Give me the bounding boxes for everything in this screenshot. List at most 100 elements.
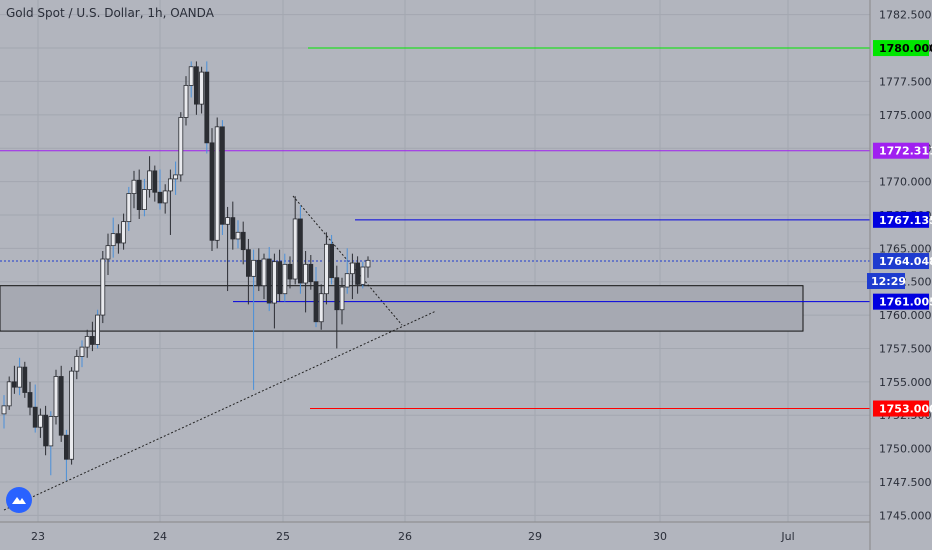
candle-body-16 (84, 336, 90, 348)
price-tag-0: 1780.000 (879, 42, 932, 55)
candle-body-3 (17, 366, 23, 388)
candle-body-34 (178, 117, 184, 176)
candle-body-27 (141, 189, 147, 211)
y-tick-label-11: 1755.000 (879, 376, 932, 389)
price-tag-bg-3 (873, 253, 929, 270)
candle-body-39 (204, 71, 210, 144)
candle-body-35 (183, 85, 189, 118)
x-tick-label-2: 25 (276, 530, 290, 543)
price-tag-bg-4 (873, 293, 929, 310)
candle-body-5 (27, 392, 33, 408)
y-tick-label-9: 1760.000 (879, 309, 932, 322)
candle-body-4 (22, 366, 28, 393)
price-tag-5: 1753.000 (879, 403, 932, 416)
candle-body-32 (167, 178, 173, 192)
y-tick-label-3: 1775.000 (879, 109, 932, 122)
tradingview-logo-icon (6, 487, 32, 513)
candle-body-57 (297, 218, 303, 284)
candle-body-41 (214, 126, 220, 241)
candle-body-46 (240, 231, 246, 251)
price-tag-bg-2 (873, 211, 929, 228)
candle-body-51 (266, 258, 272, 304)
candle-body-14 (74, 356, 80, 372)
x-tick-label-6: Jul (780, 530, 794, 543)
y-tick-label-13: 1750.000 (879, 443, 932, 456)
candle-body-37 (193, 66, 199, 105)
x-tick-label-4: 29 (528, 530, 542, 543)
y-tick-label-15: 1745.000 (879, 509, 932, 522)
candle-body-38 (199, 71, 205, 105)
x-tick-label-1: 24 (153, 530, 167, 543)
candle-body-66 (344, 273, 350, 288)
chart-title: Gold Spot / U.S. Dollar, 1h, OANDA (6, 6, 214, 20)
candle-body-47 (245, 249, 251, 277)
price-tag-4: 1761.005 (879, 296, 932, 309)
candle-body-29 (152, 170, 158, 193)
y-tick-label-0: 1782.500 (879, 9, 932, 22)
candle-body-67 (349, 262, 355, 275)
candle-body-2 (11, 381, 17, 388)
candle-body-24 (126, 193, 132, 223)
y-tick-label-5: 1770.000 (879, 176, 932, 189)
candle-body-63 (329, 243, 335, 279)
price-tag-bg-0 (873, 40, 929, 57)
candle-body-25 (131, 179, 137, 194)
candle-body-23 (121, 221, 126, 244)
candle-body-50 (261, 258, 267, 287)
candle-body-53 (277, 261, 283, 295)
candle-body-28 (147, 170, 153, 190)
candle-body-48 (251, 259, 257, 277)
candle-body-49 (256, 259, 262, 287)
candle-body-17 (90, 336, 95, 345)
candle-body-59 (308, 263, 314, 283)
x-tick-label-0: 23 (31, 530, 45, 543)
candle-body-31 (162, 190, 168, 204)
candle-body-20 (105, 245, 111, 260)
candle-body-33 (173, 174, 179, 180)
x-tick-label-5: 30 (653, 530, 667, 543)
candle-body-44 (230, 217, 236, 240)
price-tag-1: 1772.311 (879, 145, 932, 158)
candle-body-1 (6, 381, 12, 407)
candle-body-61 (318, 293, 324, 323)
countdown-tag-bg (867, 273, 905, 290)
candle-body-12 (64, 434, 69, 460)
candle-body-42 (219, 126, 225, 225)
candle-body-43 (225, 217, 231, 225)
candle-body-65 (339, 286, 345, 311)
candle-body-9 (48, 416, 54, 447)
price-tag-bg-5 (873, 400, 929, 417)
support-zone-rect (0, 285, 804, 332)
candle-body-36 (188, 66, 194, 86)
candle-body-8 (43, 414, 48, 447)
candle-body-52 (271, 261, 277, 304)
candle-body-10 (53, 376, 59, 417)
candle-body-19 (100, 258, 106, 316)
y-tick-label-7: 1765.000 (879, 242, 932, 255)
countdown-tag: 12:29 (871, 275, 906, 288)
candle-body-21 (110, 233, 116, 247)
price-tag-bg-1 (873, 142, 929, 159)
candle-body-13 (69, 370, 74, 460)
price-tag-2: 1767.135 (879, 214, 932, 227)
candle-body-70 (365, 259, 371, 268)
y-tick-label-2: 1777.500 (879, 75, 932, 88)
cloud-mountain-icon (12, 497, 26, 504)
candle-body-26 (136, 179, 142, 211)
candle-body-18 (95, 314, 100, 345)
candle-body-45 (235, 231, 241, 240)
candle-body-7 (38, 414, 43, 428)
price-tag-3: 1764.048 (879, 255, 932, 268)
candle-body-56 (292, 218, 298, 280)
candle-body-55 (287, 263, 293, 280)
candle-body-30 (157, 191, 163, 204)
candle-body-0 (1, 405, 7, 415)
candle-body-68 (355, 262, 361, 285)
x-tick-label-3: 26 (398, 530, 412, 543)
candle-body-60 (313, 281, 319, 323)
candle-body-62 (323, 243, 329, 295)
y-tick-label-10: 1757.500 (879, 342, 932, 355)
candle-body-11 (58, 376, 64, 436)
